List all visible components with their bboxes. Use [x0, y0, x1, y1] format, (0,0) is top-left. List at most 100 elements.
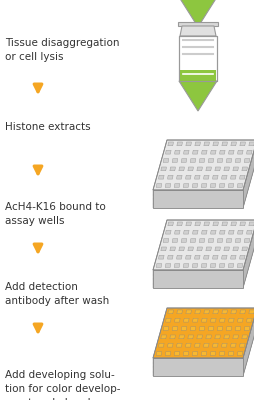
Polygon shape	[223, 335, 229, 339]
Polygon shape	[239, 222, 245, 226]
Polygon shape	[228, 318, 233, 322]
Polygon shape	[221, 343, 226, 347]
Polygon shape	[242, 220, 254, 288]
Polygon shape	[218, 264, 224, 268]
Bar	[179, 70, 215, 81]
Polygon shape	[152, 284, 242, 288]
Polygon shape	[181, 239, 186, 242]
Polygon shape	[196, 247, 202, 251]
Polygon shape	[219, 150, 224, 154]
Polygon shape	[223, 247, 229, 251]
Polygon shape	[158, 343, 164, 347]
Polygon shape	[192, 184, 197, 188]
Polygon shape	[242, 229, 254, 284]
Polygon shape	[248, 310, 253, 314]
Polygon shape	[189, 239, 195, 242]
Polygon shape	[214, 247, 219, 251]
Polygon shape	[189, 327, 195, 330]
Polygon shape	[160, 247, 166, 251]
Text: Add detection
antibody after wash: Add detection antibody after wash	[5, 282, 109, 306]
Polygon shape	[152, 190, 242, 208]
Polygon shape	[230, 343, 235, 347]
Polygon shape	[210, 318, 215, 322]
Polygon shape	[219, 318, 224, 322]
Polygon shape	[242, 220, 254, 274]
Polygon shape	[156, 352, 161, 356]
Polygon shape	[234, 327, 240, 330]
Polygon shape	[169, 335, 175, 339]
Polygon shape	[209, 184, 215, 188]
Polygon shape	[182, 184, 188, 188]
Polygon shape	[242, 234, 254, 288]
Polygon shape	[194, 142, 200, 146]
Polygon shape	[225, 159, 231, 162]
Polygon shape	[203, 222, 209, 226]
Bar	[178, 36, 216, 81]
Polygon shape	[194, 255, 199, 259]
Polygon shape	[242, 317, 254, 372]
Polygon shape	[167, 310, 173, 314]
Polygon shape	[167, 142, 173, 146]
Polygon shape	[169, 167, 175, 171]
Polygon shape	[234, 159, 240, 162]
Polygon shape	[181, 159, 186, 162]
Polygon shape	[156, 184, 161, 188]
Polygon shape	[181, 327, 186, 330]
Polygon shape	[205, 247, 211, 251]
Polygon shape	[243, 159, 249, 162]
Polygon shape	[167, 222, 173, 226]
Polygon shape	[209, 352, 215, 356]
Polygon shape	[232, 335, 237, 339]
Polygon shape	[176, 310, 182, 314]
Polygon shape	[183, 318, 188, 322]
Polygon shape	[203, 310, 209, 314]
Polygon shape	[152, 279, 242, 284]
Polygon shape	[216, 327, 222, 330]
Polygon shape	[163, 239, 168, 242]
Polygon shape	[192, 352, 197, 356]
Polygon shape	[221, 222, 227, 226]
Polygon shape	[160, 167, 166, 171]
Polygon shape	[187, 335, 193, 339]
Text: Histone extracts: Histone extracts	[5, 122, 90, 132]
Polygon shape	[182, 264, 188, 268]
Polygon shape	[194, 310, 200, 314]
Polygon shape	[185, 175, 190, 179]
Polygon shape	[179, 26, 215, 36]
Polygon shape	[236, 264, 242, 268]
Polygon shape	[200, 352, 206, 356]
Polygon shape	[236, 150, 242, 154]
Polygon shape	[227, 352, 233, 356]
Text: Add developing solu-
tion for color develop-
ment and absorbance
measurement: Add developing solu- tion for color deve…	[5, 370, 120, 400]
Polygon shape	[209, 264, 215, 268]
Polygon shape	[152, 367, 242, 372]
Polygon shape	[165, 264, 170, 268]
Polygon shape	[214, 167, 219, 171]
Polygon shape	[178, 0, 216, 27]
Polygon shape	[241, 247, 246, 251]
Polygon shape	[242, 312, 254, 367]
Polygon shape	[178, 247, 184, 251]
Polygon shape	[225, 239, 231, 242]
Polygon shape	[210, 230, 215, 234]
Polygon shape	[165, 150, 170, 154]
Polygon shape	[158, 175, 164, 179]
Polygon shape	[205, 167, 211, 171]
Polygon shape	[230, 310, 235, 314]
Polygon shape	[241, 335, 246, 339]
Polygon shape	[165, 352, 170, 356]
Polygon shape	[212, 310, 218, 314]
Polygon shape	[207, 327, 213, 330]
Polygon shape	[242, 308, 254, 362]
Polygon shape	[192, 264, 197, 268]
Text: AcH4-K16 bound to
assay wells: AcH4-K16 bound to assay wells	[5, 202, 105, 226]
Polygon shape	[239, 343, 244, 347]
Polygon shape	[227, 264, 233, 268]
Polygon shape	[221, 310, 227, 314]
Polygon shape	[201, 318, 206, 322]
Polygon shape	[178, 167, 184, 171]
Polygon shape	[216, 159, 222, 162]
Polygon shape	[203, 175, 208, 179]
Polygon shape	[167, 343, 172, 347]
Polygon shape	[203, 142, 209, 146]
